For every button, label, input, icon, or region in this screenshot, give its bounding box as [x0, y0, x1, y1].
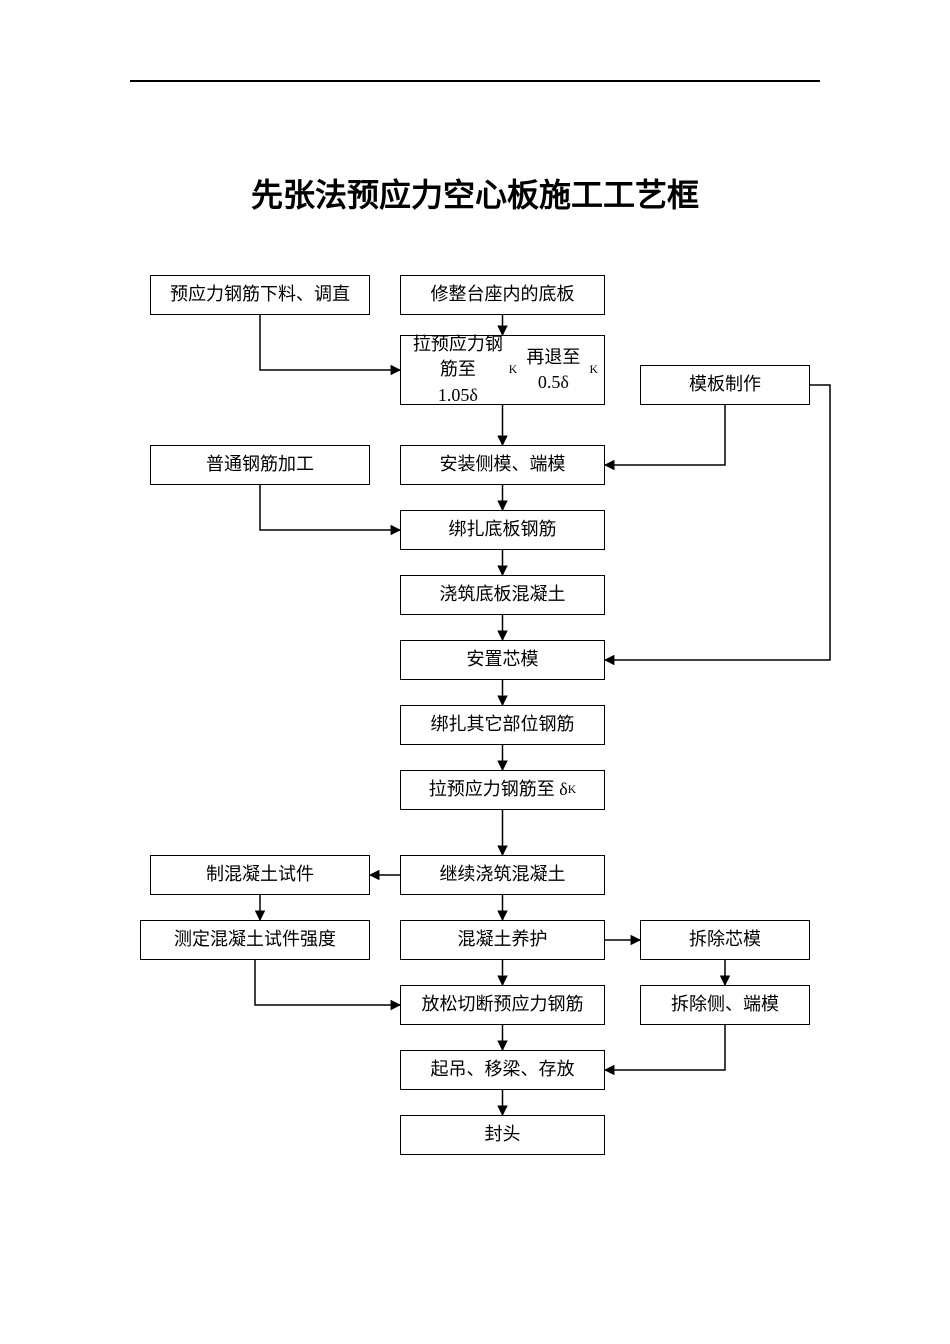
flowchart-canvas: 预应力钢筋下料、调直修整台座内的底板拉预应力钢筋至1.05δK 再退至 0.5δ… [0, 0, 950, 1344]
page: 先张法预应力空心板施工工艺框 预应力钢筋下料、调直修整台座内的底板拉预应力钢筋至… [0, 0, 950, 1344]
flow-node-n_make_sample: 制混凝土试件 [150, 855, 370, 895]
flow-node-n_tension1: 拉预应力钢筋至1.05δK 再退至 0.5δK [400, 335, 605, 405]
flow-node-n_test_strength: 测定混凝土试件强度 [140, 920, 370, 960]
flow-node-n_repair_base: 修整台座内的底板 [400, 275, 605, 315]
flow-node-n_prestress_cut: 预应力钢筋下料、调直 [150, 275, 370, 315]
flow-node-n_pour_base: 浇筑底板混凝土 [400, 575, 605, 615]
flow-node-n_cure: 混凝土养护 [400, 920, 605, 960]
flow-node-n_cont_pour: 继续浇筑混凝土 [400, 855, 605, 895]
flow-node-n_tension2: 拉预应力钢筋至 δK [400, 770, 605, 810]
flow-node-n_remove_side: 拆除侧、端模 [640, 985, 810, 1025]
flow-node-n_seal: 封头 [400, 1115, 605, 1155]
flow-node-n_tie_base_rebar: 绑扎底板钢筋 [400, 510, 605, 550]
flow-node-n_lift: 起吊、移梁、存放 [400, 1050, 605, 1090]
flow-node-n_plain_rebar: 普通钢筋加工 [150, 445, 370, 485]
flow-node-n_release: 放松切断预应力钢筋 [400, 985, 605, 1025]
flow-node-n_side_end_form: 安装侧模、端模 [400, 445, 605, 485]
flow-node-n_form_make: 模板制作 [640, 365, 810, 405]
flow-node-n_tie_other: 绑扎其它部位钢筋 [400, 705, 605, 745]
flow-node-n_place_core: 安置芯模 [400, 640, 605, 680]
flow-node-n_remove_core: 拆除芯模 [640, 920, 810, 960]
